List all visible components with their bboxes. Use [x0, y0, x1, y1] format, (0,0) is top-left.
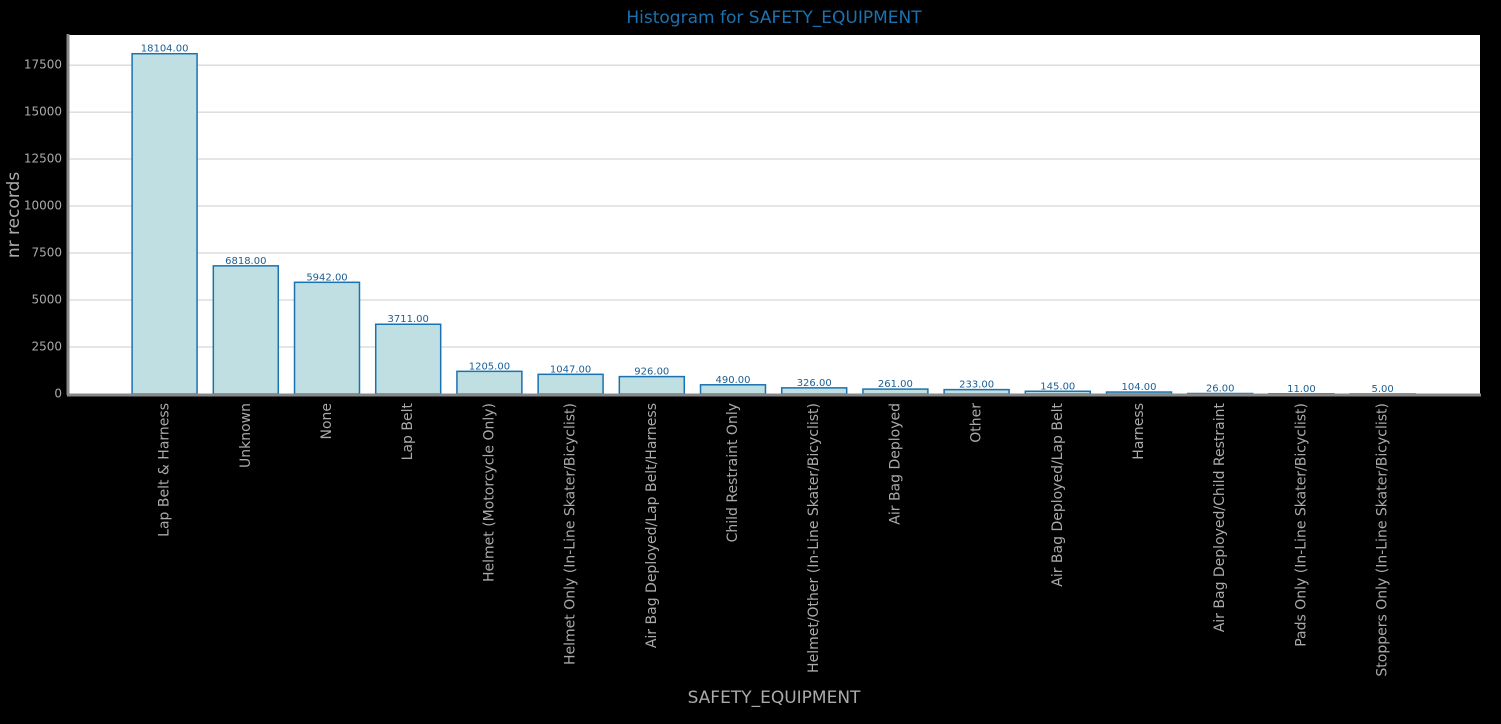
x-tick-label: Stoppers Only (In-Line Skater/Bicyclist): [1375, 403, 1391, 677]
value-label: 5.00: [1371, 384, 1393, 395]
value-label: 1047.00: [550, 364, 591, 375]
y-tick-label: 2500: [31, 340, 62, 354]
y-tick-label: 12500: [24, 152, 62, 166]
x-tick-label: Air Bag Deployed/Lap Belt: [1050, 402, 1066, 586]
value-label: 926.00: [634, 367, 669, 378]
x-tick-label: Helmet Only (In-Line Skater/Bicyclist): [563, 403, 579, 665]
value-label: 326.00: [797, 378, 832, 389]
value-label: 5942.00: [306, 272, 347, 283]
value-label: 233.00: [959, 380, 994, 391]
x-tick-label: Child Restraint Only: [725, 403, 741, 542]
x-tick-label: None: [319, 403, 335, 440]
x-tick-label: Other: [969, 403, 985, 443]
value-label: 11.00: [1287, 384, 1316, 395]
chart-title: Histogram for SAFETY_EQUIPMENT: [626, 8, 922, 28]
value-label: 1205.00: [469, 361, 510, 372]
plot-area: [68, 35, 1480, 394]
value-label: 261.00: [878, 379, 913, 390]
y-tick-label: 7500: [31, 246, 62, 260]
x-tick-label: Air Bag Deployed/Child Restraint: [1212, 402, 1228, 632]
x-tick-label: Helmet/Other (In-Line Skater/Bicyclist): [806, 403, 822, 673]
bar: [618, 375, 686, 395]
value-label: 490.00: [716, 375, 751, 386]
x-tick-label: Lap Belt: [400, 402, 416, 460]
value-label: 3711.00: [388, 314, 429, 325]
value-label: 6818.00: [225, 256, 266, 267]
x-tick-label: Air Bag Deployed/Lap Belt/Harness: [644, 403, 660, 648]
value-label: 145.00: [1040, 381, 1075, 392]
x-tick-label: Air Bag Deployed: [887, 403, 903, 525]
bar: [456, 370, 523, 395]
x-tick-label: Helmet (Motorcycle Only): [481, 403, 497, 582]
bar: [212, 265, 280, 395]
x-tick-label: Harness: [1131, 403, 1147, 460]
y-tick-label: 10000: [24, 199, 62, 213]
y-axis-label: nr records: [4, 172, 24, 258]
value-label: 104.00: [1122, 382, 1157, 393]
y-tick-label: 0: [54, 387, 62, 401]
x-tick-label: Pads Only (In-Line Skater/Bicyclist): [1293, 403, 1309, 647]
y-tick-label: 17500: [24, 58, 62, 72]
x-axis-label: SAFETY_EQUIPMENT: [688, 688, 861, 708]
value-label: 18104.00: [141, 44, 189, 55]
y-tick-label: 5000: [31, 293, 62, 307]
bar: [293, 281, 361, 395]
x-tick-label: Unknown: [238, 403, 254, 468]
value-label: 26.00: [1206, 384, 1235, 395]
bar: [537, 373, 604, 395]
bar: [374, 323, 442, 395]
y-tick-label: 15000: [24, 105, 62, 119]
bar: [131, 52, 198, 395]
bars: [131, 52, 1416, 395]
bar: [699, 384, 767, 395]
x-tick-label: Lap Belt & Harness: [157, 403, 173, 537]
